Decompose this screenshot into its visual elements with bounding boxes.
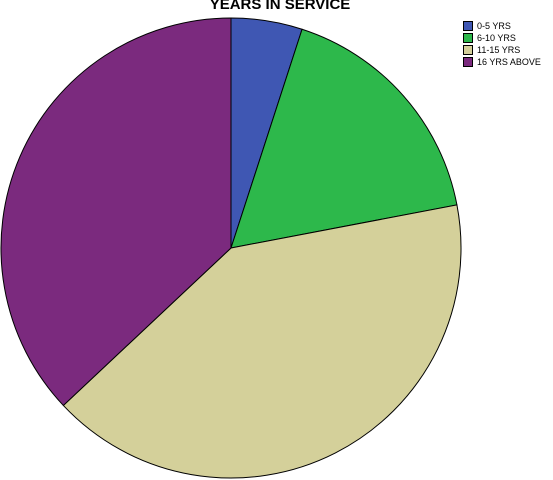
legend-swatch-6-10-yrs: [463, 33, 473, 43]
legend-label-0-5-yrs: 0-5 YRS: [477, 21, 511, 31]
pie-slice-6-10-yrs: [230, 28, 458, 249]
legend-swatch-0-5-yrs: [463, 21, 473, 31]
legend-item-0-5-yrs: 0-5 YRS: [463, 20, 553, 32]
legend-swatch-16-yrs-above: [463, 57, 473, 67]
legend-item-16-yrs-above: 16 YRS ABOVE: [463, 56, 553, 68]
legend-item-11-15-yrs: 11-15 YRS: [463, 44, 553, 56]
legend: 0-5 YRS 6-10 YRS 11-15 YRS 16 YRS ABOVE: [463, 20, 553, 68]
pie-slice-11-15-yrs: [62, 204, 462, 479]
chart-title: YEARS IN SERVICE: [209, 0, 351, 13]
legend-label-11-15-yrs: 11-15 YRS: [477, 45, 521, 55]
legend-swatch-11-15-yrs: [463, 45, 473, 55]
pie-slice-16-yrs-above: [0, 17, 232, 407]
legend-label-6-10-yrs: 6-10 YRS: [477, 33, 516, 43]
pie-slices: [0, 17, 462, 479]
legend-item-6-10-yrs: 6-10 YRS: [463, 32, 553, 44]
legend-label-16-yrs-above: 16 YRS ABOVE: [477, 57, 541, 67]
